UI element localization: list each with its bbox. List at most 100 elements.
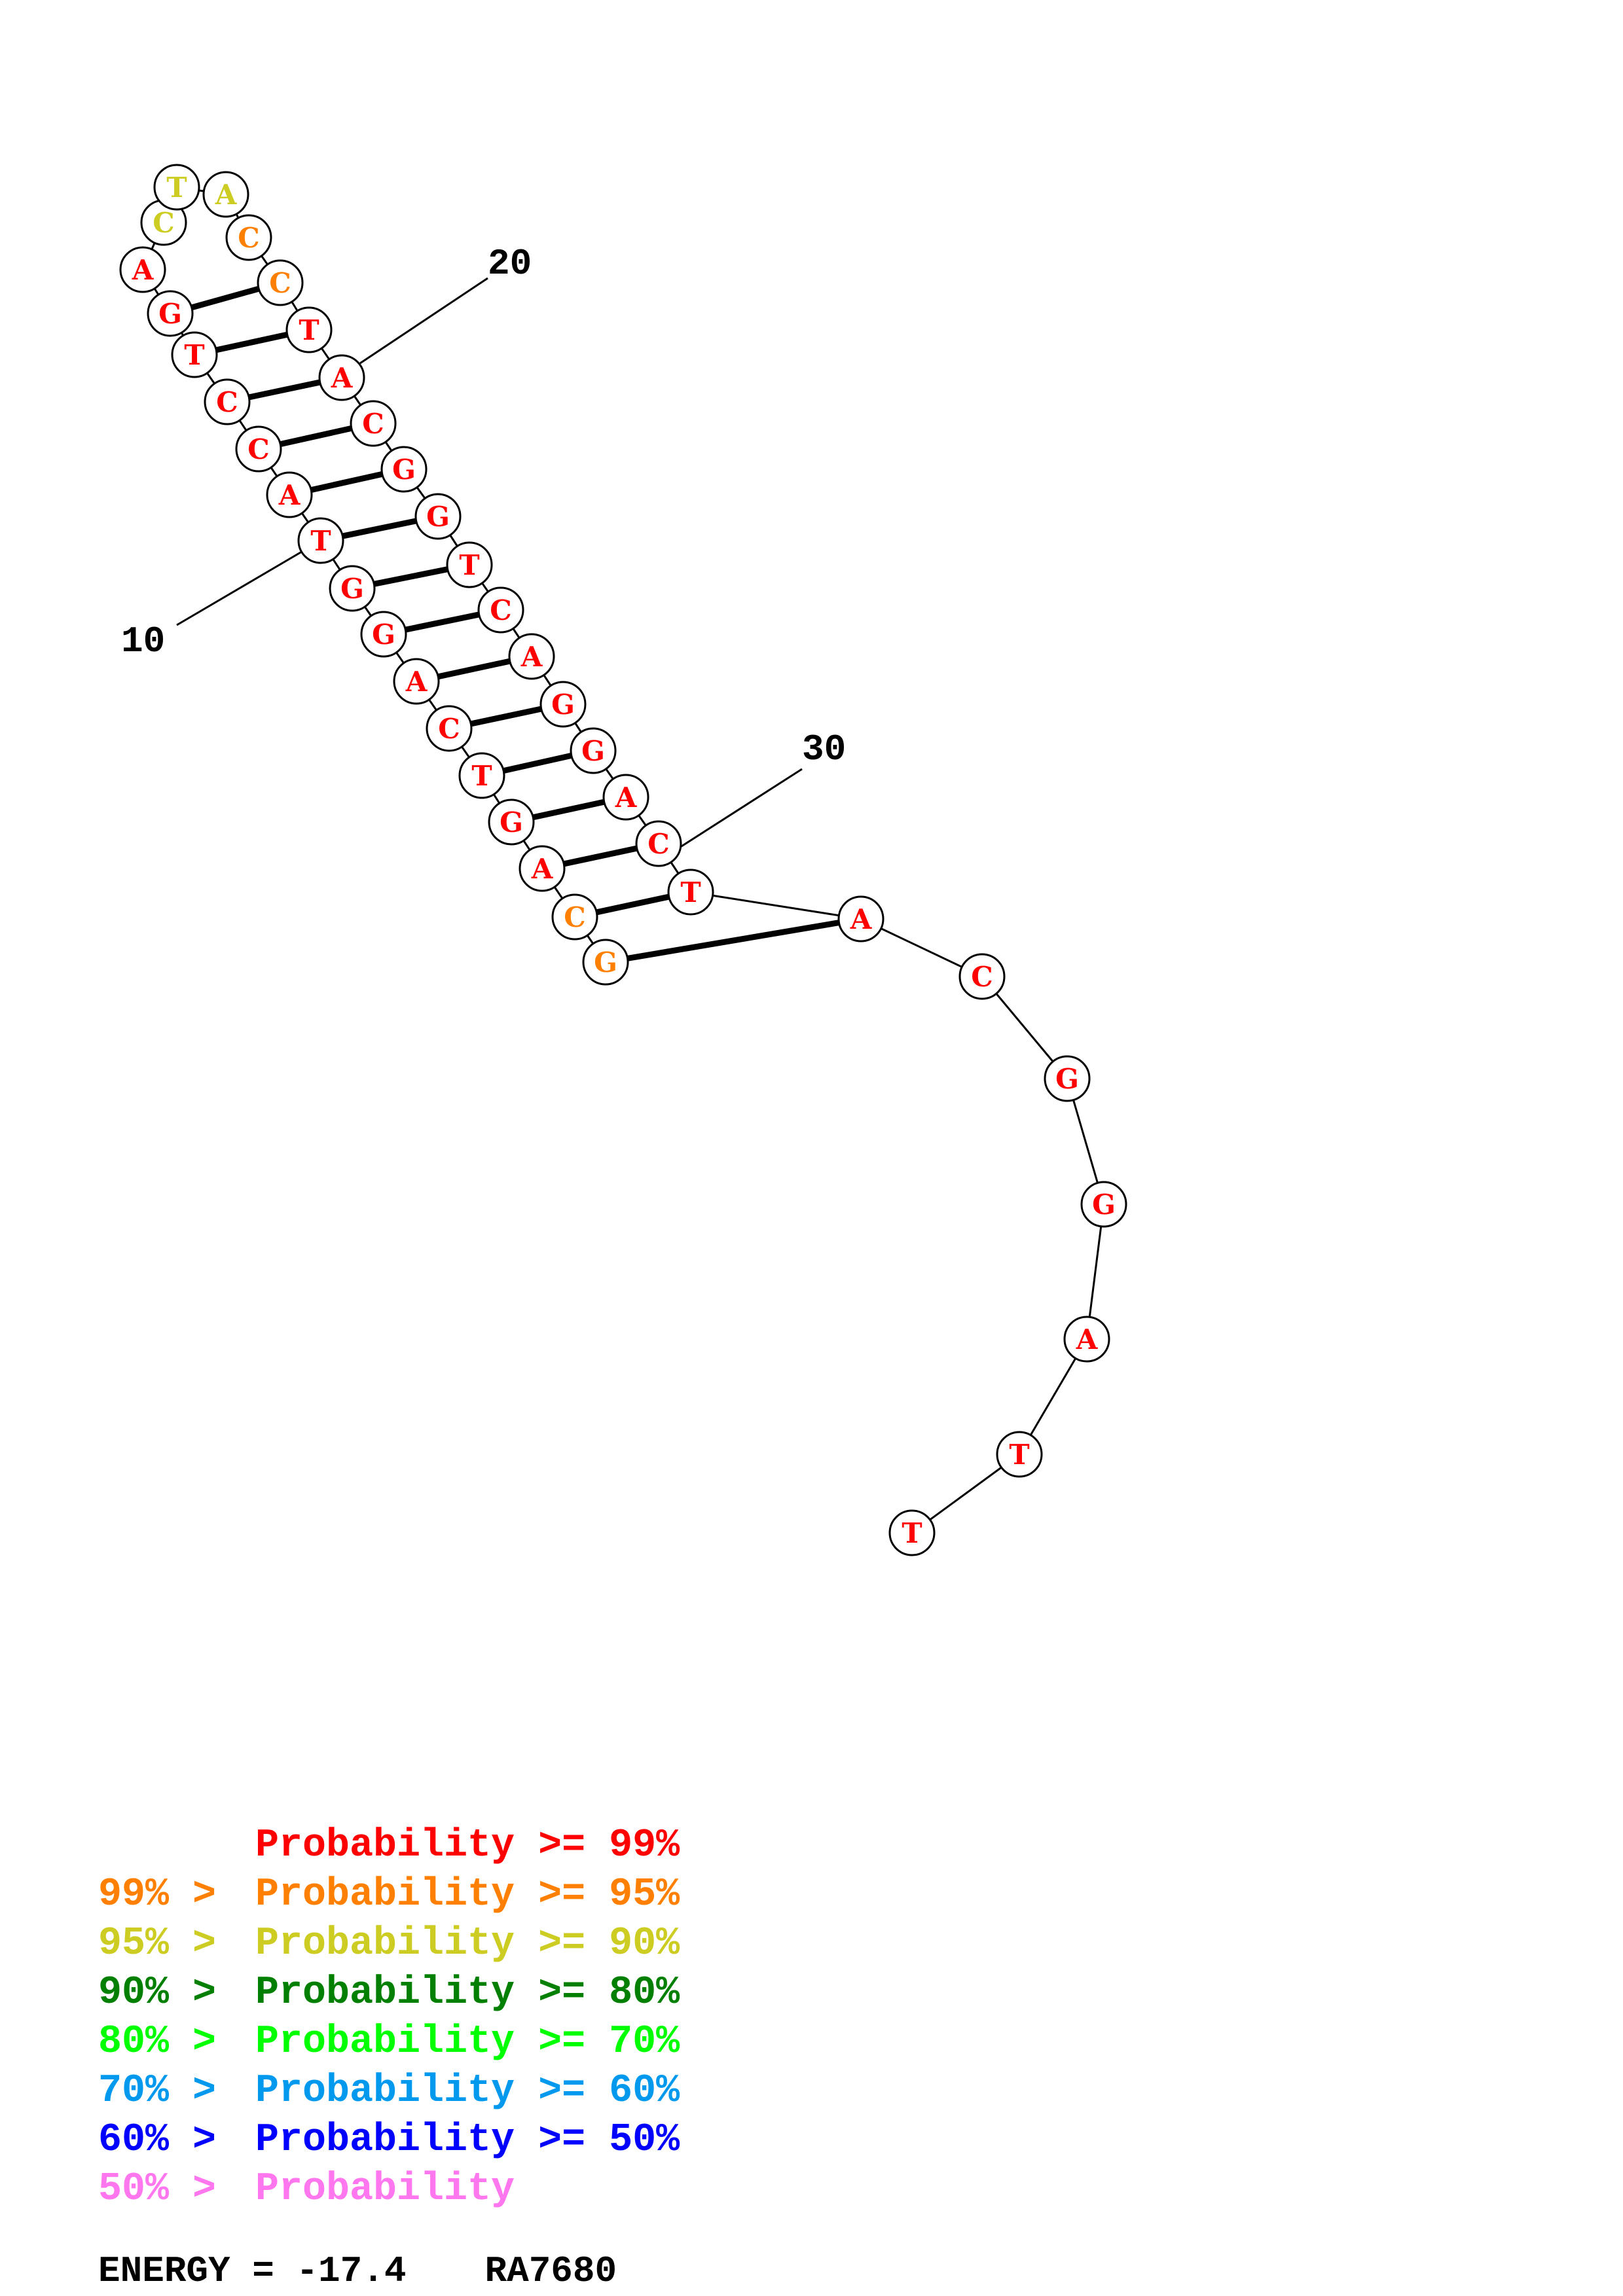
- nucleotide-circle: [393, 658, 440, 705]
- nucleotide: G: [380, 446, 428, 493]
- nucleotide-circle: [888, 1509, 936, 1556]
- legend-range-start: 60% >: [98, 2118, 216, 2162]
- nucleotide-letter: T: [166, 171, 187, 204]
- nucleotide-circle: [202, 171, 249, 218]
- probability-legend: Probability >= 99% 99% > Probability >= 9…: [98, 1823, 680, 2212]
- nucleotide-letter: A: [615, 781, 638, 814]
- nucleotide-letter: T: [471, 760, 492, 792]
- nucleotide-circle: [225, 214, 272, 261]
- nucleotide-letter: A: [331, 362, 354, 394]
- nucleotide: A: [266, 471, 313, 518]
- nucleotide-circle: [508, 633, 555, 680]
- nucleotide-circle: [1080, 1181, 1127, 1228]
- position-label-line: [359, 277, 488, 365]
- nucleotide: C: [204, 378, 251, 425]
- nucleotide: C: [426, 705, 473, 752]
- nucleotide: T: [446, 541, 493, 588]
- nucleotide-letter: G: [1055, 1063, 1079, 1095]
- nucleotide-letter: G: [372, 619, 395, 651]
- position-label: 20: [488, 243, 532, 285]
- nucleotide: C: [225, 214, 272, 261]
- nucleotide-circle: [996, 1431, 1043, 1478]
- legend-range-start: 90% >: [98, 1971, 216, 2015]
- nucleotide-letter: G: [551, 689, 575, 721]
- legend-range-label: Probability >= 95%: [255, 1873, 680, 1917]
- nucleotide-letter: A: [278, 479, 301, 511]
- nucleotide-circle: [380, 446, 428, 493]
- nucleotide-letter: C: [269, 267, 291, 299]
- nucleotide-letter: G: [158, 298, 182, 330]
- nucleotide: C: [257, 259, 304, 306]
- nucleotide: T: [285, 306, 333, 353]
- nucleotide-circle: [488, 798, 535, 846]
- nucleotide-circle: [958, 953, 1006, 1000]
- nucleotide-letter: T: [299, 314, 319, 346]
- nucleotide: C: [350, 400, 397, 447]
- nucleotide-letter: G: [594, 946, 617, 978]
- energy-footer: ENERGY = -17.4 RA7680: [98, 2250, 617, 2292]
- nucleotide: A: [519, 845, 566, 892]
- nucleotide-letter: T: [184, 339, 204, 371]
- nucleotide-letter: C: [564, 901, 585, 933]
- nucleotide-letter: A: [520, 641, 543, 673]
- nucleotide-circle: [285, 306, 333, 353]
- nucleotide-circle: [297, 517, 344, 564]
- nucleotide-circle: [519, 845, 566, 892]
- nucleotide: T: [297, 517, 344, 564]
- nucleotide-letter: C: [490, 594, 511, 626]
- nucleotide-circle: [667, 869, 714, 916]
- position-label: 30: [802, 728, 846, 770]
- nucleotide: T: [667, 869, 714, 916]
- legend-range-label: Probability >= 90%: [255, 1922, 680, 1966]
- nucleotide-letter: G: [426, 501, 450, 533]
- nucleotide-letter: T: [459, 549, 479, 581]
- nucleotide-letter: G: [581, 735, 605, 767]
- nucleotide-circle: [171, 331, 218, 378]
- legend-range-label: Probability >= 60%: [255, 2069, 680, 2113]
- nucleotide-circle: [837, 895, 884, 942]
- nucleotide: G: [414, 493, 462, 540]
- nucleotide: C: [958, 953, 1006, 1000]
- base-pair-bond: [605, 916, 862, 965]
- nucleotide-circle: [602, 774, 649, 821]
- nucleotide: C: [635, 820, 682, 867]
- nucleotide: A: [119, 246, 166, 293]
- nucleotide-letter: A: [1076, 1323, 1099, 1355]
- legend-range-label: Probability >= 99%: [255, 1823, 680, 1868]
- nucleotide: G: [1044, 1055, 1091, 1102]
- nucleotide: G: [582, 939, 629, 986]
- nucleotide: G: [570, 727, 617, 774]
- nucleotide-circle: [318, 354, 365, 401]
- nucleotide: G: [539, 681, 587, 728]
- legend-range-label: Probability >= 50%: [255, 2118, 680, 2162]
- legend-range-start: 95% >: [98, 1922, 216, 1966]
- nucleotide-letter: T: [1009, 1439, 1029, 1471]
- nucleotide: T: [458, 752, 505, 799]
- nucleotide-circle: [426, 705, 473, 752]
- nucleotide-circle: [350, 400, 397, 447]
- nucleotide: T: [996, 1431, 1043, 1478]
- nucleotide: G: [488, 798, 535, 846]
- nucleotide: A: [837, 895, 884, 942]
- nucleotide-circle: [360, 611, 407, 658]
- nucleotide: C: [235, 425, 282, 473]
- nucleotide-circle: [147, 290, 194, 337]
- legend-range-label: Probability >= 70%: [255, 2020, 680, 2064]
- nucleotide: G: [329, 565, 376, 612]
- nucleotide-circle: [204, 378, 251, 425]
- nucleotide-circle: [446, 541, 493, 588]
- position-label-line: [674, 768, 803, 852]
- nucleotide-letter: G: [500, 806, 523, 838]
- nucleotide-letter: G: [1092, 1189, 1116, 1221]
- nucleotide: C: [477, 586, 524, 634]
- nucleotide-letter: C: [971, 961, 993, 993]
- legend-range-label: Probability: [255, 2167, 515, 2212]
- nucleotide-circle: [635, 820, 682, 867]
- nucleotide: T: [171, 331, 218, 378]
- nucleotide-circle: [570, 727, 617, 774]
- nucleotide-circle: [551, 893, 598, 941]
- nucleotide-circle: [539, 681, 587, 728]
- nucleotide-letter: G: [392, 454, 416, 486]
- nucleotide-letter: C: [362, 408, 384, 440]
